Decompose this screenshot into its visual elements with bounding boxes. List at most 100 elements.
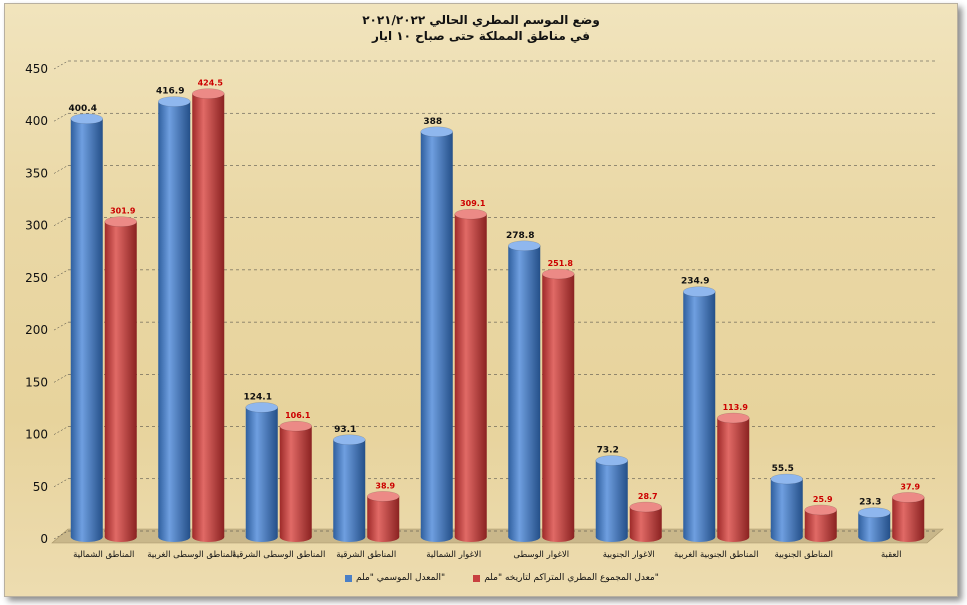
gridline-diagonal [53,374,69,383]
bar-base-series-2 [629,532,662,542]
data-label-series-1: 55.5 [772,464,794,474]
bar-top-series-2 [629,501,662,513]
data-label-series-2: 309.1 [460,199,486,208]
gridline-diagonal [53,478,69,487]
x-tick-label: المناطق الجنوبية الغربية [674,550,758,560]
chart-legend: المعدل الموسمي "ملم" معدل المجموع المطري… [345,570,765,586]
y-tick-label: 250 [25,271,48,285]
data-label-series-1: 124.1 [244,392,272,402]
x-tick-label: المناطق الوسطى الشرقية [232,550,325,560]
bar-top-series-2 [892,492,925,503]
bar-chart: 0 50 100 150 200 250 300 350 400 450 400.4 301.9 الم… [25,60,944,560]
gridline-diagonal [53,217,69,226]
y-tick-label: 400 [25,114,48,128]
legend-label-series-2: معدل المجموع المطري المتراكم لتاريخه "مل… [484,573,659,583]
bar-top-series-1 [245,402,278,413]
gridline-diagonal [53,530,69,540]
x-tick-label: العقبة [881,550,901,560]
bar-series-2 [367,496,400,537]
bar-base-series-2 [454,532,487,542]
bar-series-2 [542,274,575,537]
bar-base-series-1 [333,532,366,542]
bar-base-series-2 [804,532,837,542]
bar-top-series-2 [804,504,837,516]
bar-series-2 [279,426,312,537]
gridline-diagonal [53,426,69,435]
x-tick-label: الاغوار الوسطى [513,550,569,560]
legend-label-series-1: المعدل الموسمي "ملم" [356,573,446,583]
y-tick-label: 100 [25,428,48,442]
data-label-series-2: 37.9 [900,482,920,491]
bar-series-1 [245,407,278,537]
y-tick-label: 450 [25,62,48,76]
y-tick-label: 350 [25,166,48,180]
bar-base-series-2 [367,532,400,542]
bar-base-series-1 [245,532,278,542]
bar-series-1 [158,101,191,538]
bar-base-series-2 [279,532,312,542]
bar-base-series-1 [770,532,803,542]
bar-top-series-1 [420,126,453,138]
bar-top-series-1 [858,507,891,518]
legend-item-series-2: معدل المجموع المطري المتراكم لتاريخه "مل… [473,573,659,583]
bar-top-series-1 [595,455,628,466]
bar-base-series-2 [717,532,750,542]
bar-base-series-1 [683,532,716,542]
chart-title-line-2: في مناطق المملكة حتى صباح ١٠ ايار [372,29,590,43]
bar-series-1 [595,460,628,537]
bar-top-series-1 [158,96,191,107]
data-label-series-2: 28.7 [638,492,658,501]
bar-series-2 [104,221,137,537]
gridline-diagonal [53,113,69,122]
data-label-series-2: 251.8 [548,259,574,268]
bar-top-series-1 [683,286,716,297]
legend-swatch-series-1 [345,574,352,582]
data-label-series-2: 38.9 [375,481,395,490]
bar-top-series-2 [454,208,487,220]
x-tick-label: الاغوار الجنوبية [603,550,655,560]
bar-base-series-2 [542,532,575,542]
data-label-series-2: 106.1 [285,411,311,420]
bar-series-1 [333,439,366,537]
bar-base-series-1 [70,532,103,542]
y-tick-label: 50 [33,480,48,494]
bar-top-series-1 [508,240,541,252]
bar-base-series-1 [858,532,891,542]
y-tick-label: 0 [40,532,48,546]
data-label-series-1: 400.4 [69,104,97,114]
legend-swatch-series-2 [473,574,481,582]
bar-base-series-2 [192,532,225,542]
data-label-series-1: 388 [423,117,442,127]
gridline-diagonal [53,321,69,331]
gridline-diagonal [53,165,69,174]
x-tick-label: الاغوار الشمالية [426,550,481,560]
bar-base-series-1 [420,532,453,542]
data-label-series-1: 234.9 [681,277,709,287]
chart-title-line-1: وضع الموسم المطري الحالي ٢٠٢١/٢٠٢٢ [362,13,600,27]
data-label-series-2: 25.9 [813,495,833,504]
y-tick-label: 200 [25,323,48,337]
bar-top-series-1 [70,113,103,125]
bar-series-2 [717,418,750,537]
x-tick-label: المناطق الوسطى الغربية [147,550,235,560]
x-tick-label: المناطق الجنوبية [775,550,833,560]
data-label-series-1: 278.8 [506,231,534,241]
bar-series-1 [683,291,716,537]
data-label-series-1: 23.3 [859,498,881,508]
bar-top-series-2 [367,491,400,502]
x-tick-label: المناطق الشمالية [73,550,134,560]
y-tick-label: 300 [25,219,48,233]
bar-top-series-2 [192,88,225,99]
x-tick-label: المناطق الشرقية [336,550,396,560]
y-tick-label: 150 [25,375,48,389]
bar-top-series-1 [770,473,803,485]
data-label-series-1: 93.1 [334,425,356,435]
bar-base-series-1 [508,532,541,542]
data-label-series-2: 424.5 [198,79,224,88]
gridline-diagonal [53,269,69,279]
bar-base-series-1 [158,532,191,542]
data-label-series-1: 73.2 [597,446,619,456]
gridline-diagonal [53,60,69,70]
bar-series-1 [770,479,803,537]
bar-series-1 [508,245,541,537]
